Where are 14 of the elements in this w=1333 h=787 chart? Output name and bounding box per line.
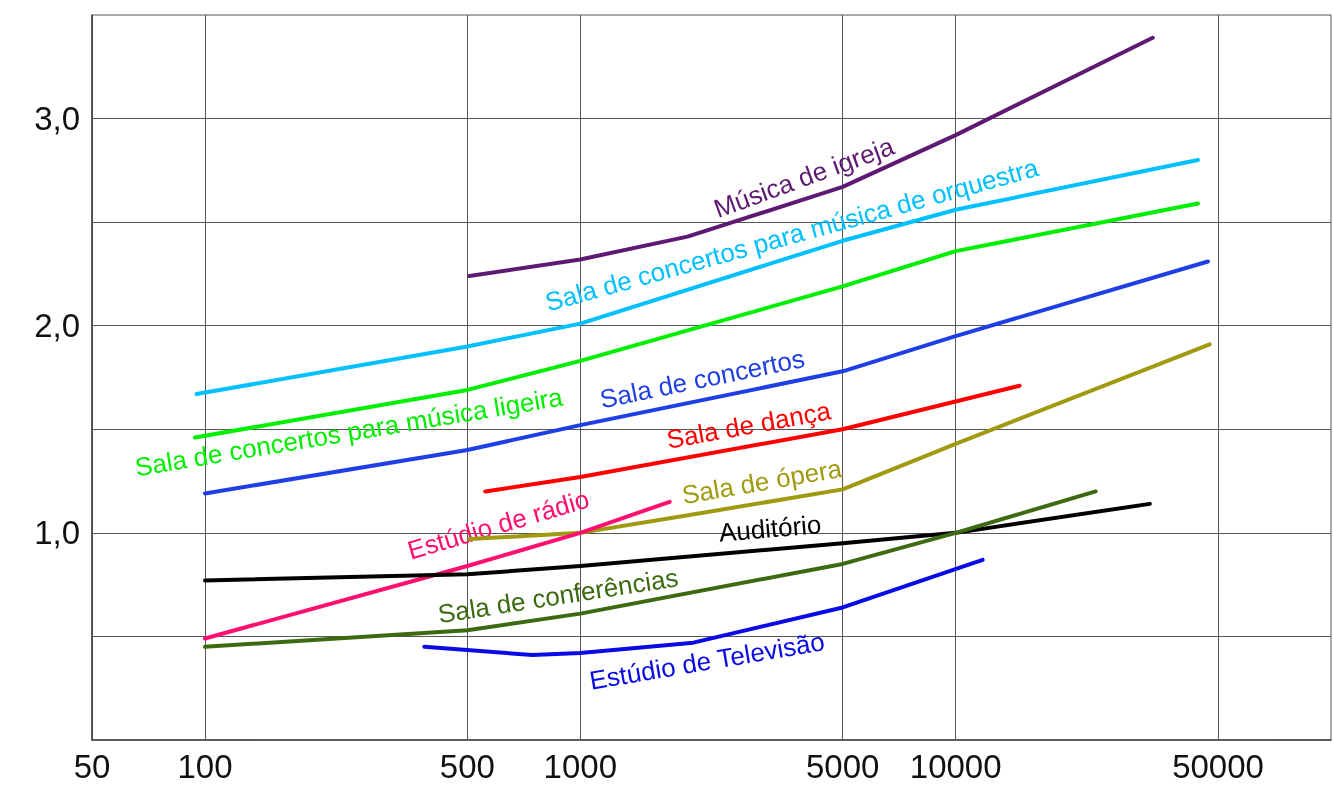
x-tick-label: 1000: [543, 748, 618, 785]
x-tick-label: 100: [177, 748, 233, 785]
x-tick-label: 5000: [805, 748, 880, 785]
x-tick-label: 500: [439, 748, 495, 785]
text: Sala de dança: [664, 395, 834, 455]
text: Sala de ópera: [679, 452, 845, 511]
y-tick-label: 1,0: [34, 514, 80, 552]
text: Sala de concertos para música ligeira: [132, 381, 566, 483]
y-tick-label: 3,0: [34, 100, 80, 138]
x-tick-label: 50: [73, 748, 111, 785]
x-tick-label: 10000: [909, 748, 1002, 785]
series-label: Auditório: [717, 509, 823, 548]
y-tick-label: 2,0: [34, 307, 80, 345]
x-tick-label: 50000: [1172, 748, 1264, 785]
